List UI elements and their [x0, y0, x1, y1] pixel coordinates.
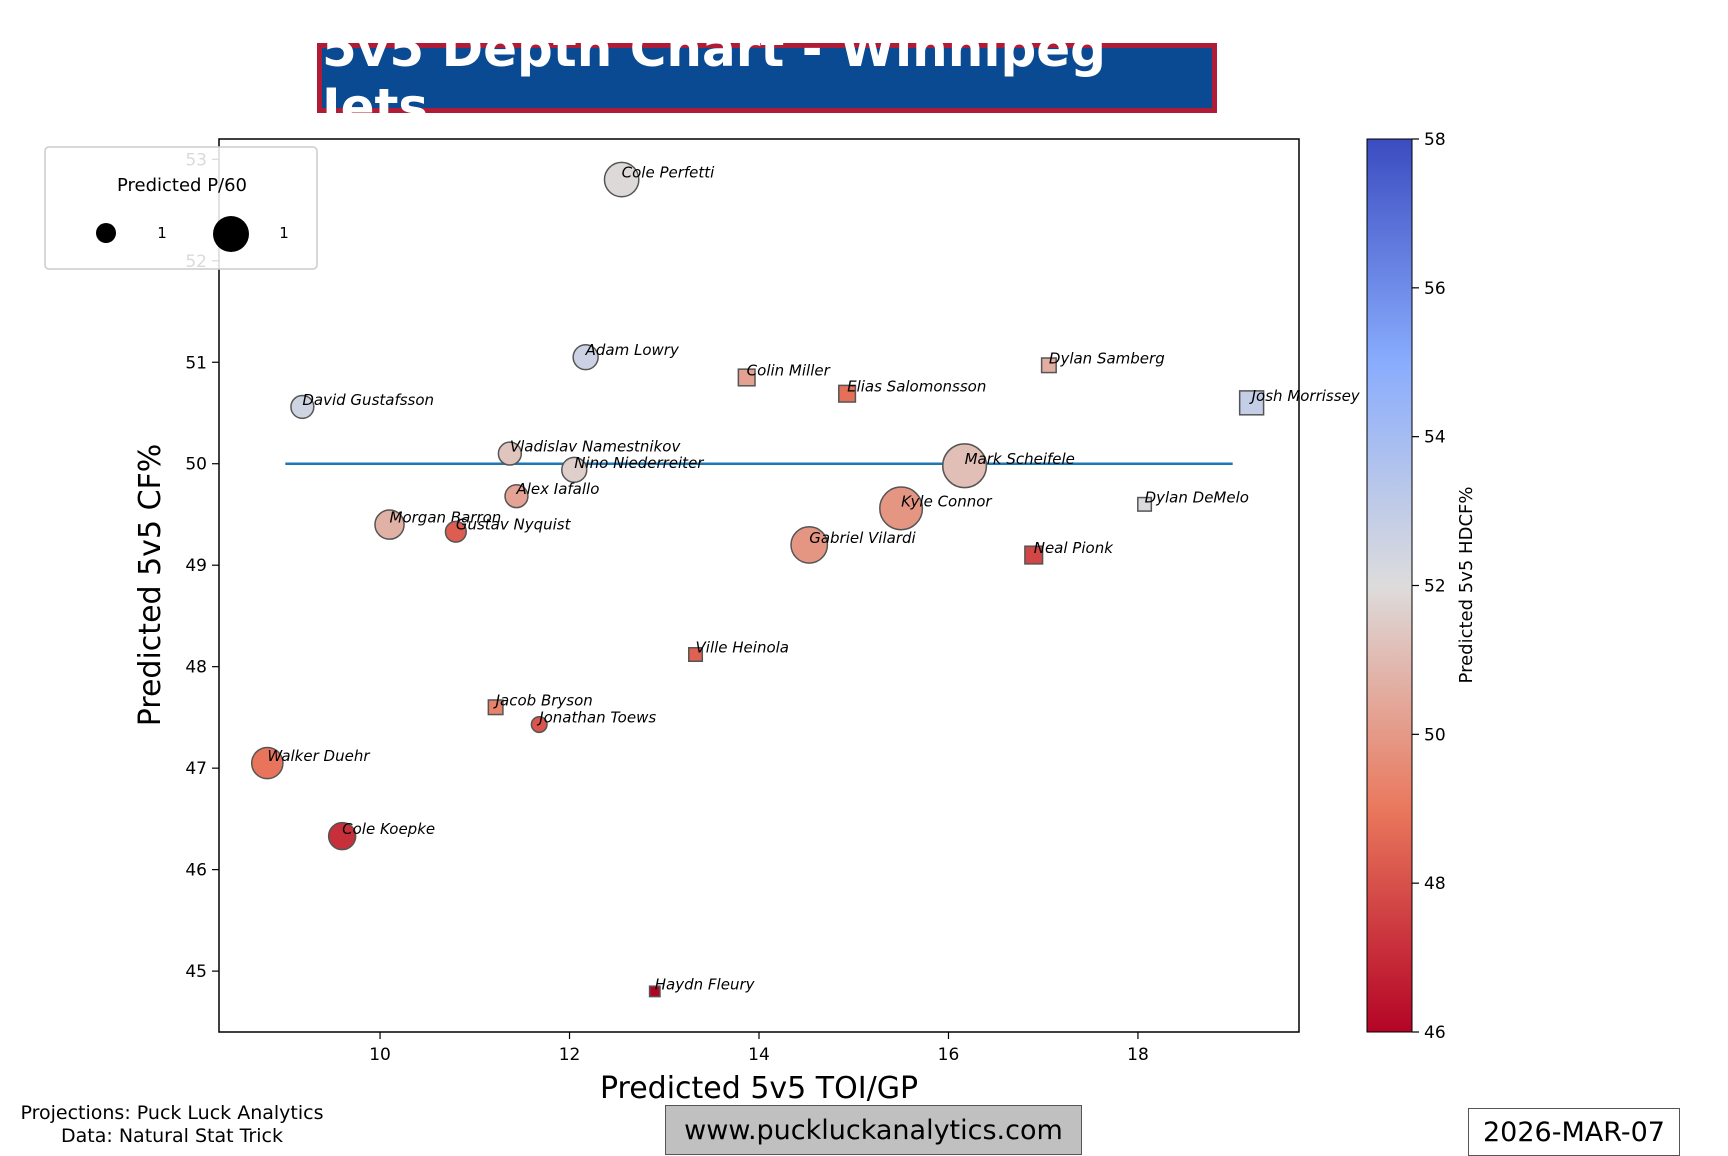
point-david-gustafsson [290, 394, 315, 420]
x-tick-label: 16 [938, 1045, 960, 1065]
point-adam-lowry [572, 343, 599, 371]
point-cole-perfetti [603, 161, 640, 198]
point-gustav-nyquist [444, 520, 467, 543]
point-elias-salomonsson [838, 384, 857, 403]
point-dylan-demelo [1137, 496, 1153, 512]
footer-credits: Projections: Puck Luck Analytics Data: N… [12, 1102, 332, 1148]
colorbar-tick-label: 48 [1424, 874, 1446, 894]
y-tick-label: 48 [185, 658, 207, 678]
point-label-josh-morrissey: Josh Morrissey [1249, 387, 1361, 405]
x-tick-label: 12 [559, 1045, 581, 1065]
point-label-kyle-connor: Kyle Connor [901, 492, 992, 510]
website-url: www.puckluckanalytics.com [684, 1114, 1063, 1146]
point-label-jonathan-toews: Jonathan Toews [536, 709, 656, 727]
y-tick-label: 51 [185, 353, 207, 373]
y-tick-label: 45 [185, 962, 207, 982]
colorbar-tick-label: 50 [1424, 725, 1446, 745]
point-jacob-bryson [487, 699, 504, 716]
point-label-gabriel-vilardi: Gabriel Vilardi [809, 529, 916, 547]
point-label-nino-niederreiter: Nino Niederreiter [574, 454, 704, 472]
point-jonathan-toews [530, 715, 548, 734]
y-tick-label: 50 [185, 455, 207, 475]
data-source-credit: Data: Natural Stat Trick [61, 1125, 283, 1147]
point-morgan-barron [374, 509, 405, 540]
point-colin-miller [737, 368, 756, 387]
point-label-gustav-nyquist: Gustav Nyquist [456, 516, 572, 534]
point-label-cole-koepke: Cole Koepke [342, 820, 435, 838]
y-tick-label: 47 [185, 759, 207, 779]
y-tick-label: 49 [185, 556, 207, 576]
size-legend: Predicted P/60 1 1 [44, 146, 318, 270]
point-label-colin-miller: Colin Miller [747, 361, 831, 379]
point-label-alex-iafallo: Alex Iafallo [515, 480, 599, 498]
x-tick-label: 14 [748, 1045, 770, 1065]
point-label-elias-salomonsson: Elias Salomonsson [847, 378, 986, 396]
point-josh-morrissey [1238, 390, 1265, 416]
point-label-jacob-bryson: Jacob Bryson [493, 691, 593, 709]
y-tick-label: 46 [185, 861, 207, 881]
point-dylan-samberg [1040, 357, 1057, 374]
point-neal-pionk [1024, 545, 1044, 565]
point-haydn-fleury [648, 985, 661, 998]
point-label-vladislav-namestnikov: Vladislav Namestnikov [510, 438, 682, 456]
legend-label-large: 1 [279, 224, 289, 242]
point-mark-scheifele [941, 443, 988, 489]
point-label-dylan-demelo: Dylan DeMelo [1145, 488, 1249, 506]
colorbar-tick-label: 52 [1424, 577, 1446, 597]
point-vladislav-namestnikov [497, 441, 523, 466]
y-axis-label: Predicted 5v5 CF% [133, 444, 168, 727]
colorbar-tick-label: 56 [1424, 279, 1446, 299]
legend-title: Predicted P/60 [117, 175, 247, 196]
point-kyle-connor [879, 486, 924, 531]
point-label-cole-perfetti: Cole Perfetti [622, 164, 716, 182]
plot-frame [218, 138, 1300, 1033]
legend-label-small: 1 [157, 224, 167, 242]
point-label-haydn-fleury: Haydn Fleury [655, 975, 756, 993]
date-text: 2026-MAR-07 [1483, 1116, 1665, 1148]
point-label-adam-lowry: Adam Lowry [585, 341, 680, 359]
point-label-david-gustafsson: David Gustafsson [302, 391, 434, 409]
chart-title: 5v5 Depth Chart - Winnipeg Jets [322, 20, 1106, 136]
date-badge: 2026-MAR-07 [1468, 1108, 1680, 1156]
point-gabriel-vilardi [790, 525, 829, 564]
colorbar-tick-label: 58 [1424, 130, 1446, 150]
website-badge: www.puckluckanalytics.com [665, 1105, 1082, 1155]
point-label-neal-pionk: Neal Pionk [1034, 539, 1114, 557]
point-alex-iafallo [504, 484, 529, 509]
x-axis-label: Predicted 5v5 TOI/GP [600, 1071, 918, 1106]
x-tick-label: 18 [1127, 1045, 1149, 1065]
point-ville-heinola [688, 646, 704, 663]
point-label-ville-heinola: Ville Heinola [696, 639, 789, 657]
legend-marker-small [96, 223, 116, 243]
colorbar-tick-label: 46 [1424, 1023, 1446, 1043]
colorbar-tick-label: 54 [1424, 428, 1446, 448]
colorbar [1366, 138, 1413, 1033]
legend-frame [44, 146, 318, 270]
point-label-mark-scheifele: Mark Scheifele [965, 450, 1075, 468]
point-nino-niederreiter [561, 456, 588, 484]
x-tick-label: 10 [369, 1045, 391, 1065]
chart-title-banner: 5v5 Depth Chart - Winnipeg Jets [317, 20, 1217, 136]
point-label-walker-duehr: Walker Duehr [267, 747, 370, 765]
point-label-dylan-samberg: Dylan Samberg [1049, 349, 1165, 367]
projections-credit: Projections: Puck Luck Analytics [20, 1102, 324, 1124]
point-cole-koepke [327, 821, 357, 851]
colorbar-label: Predicted 5v5 HDCF% [1456, 487, 1477, 684]
point-walker-duehr [250, 746, 284, 780]
legend-marker-large [213, 216, 249, 252]
point-label-morgan-barron: Morgan Barron [390, 509, 502, 527]
